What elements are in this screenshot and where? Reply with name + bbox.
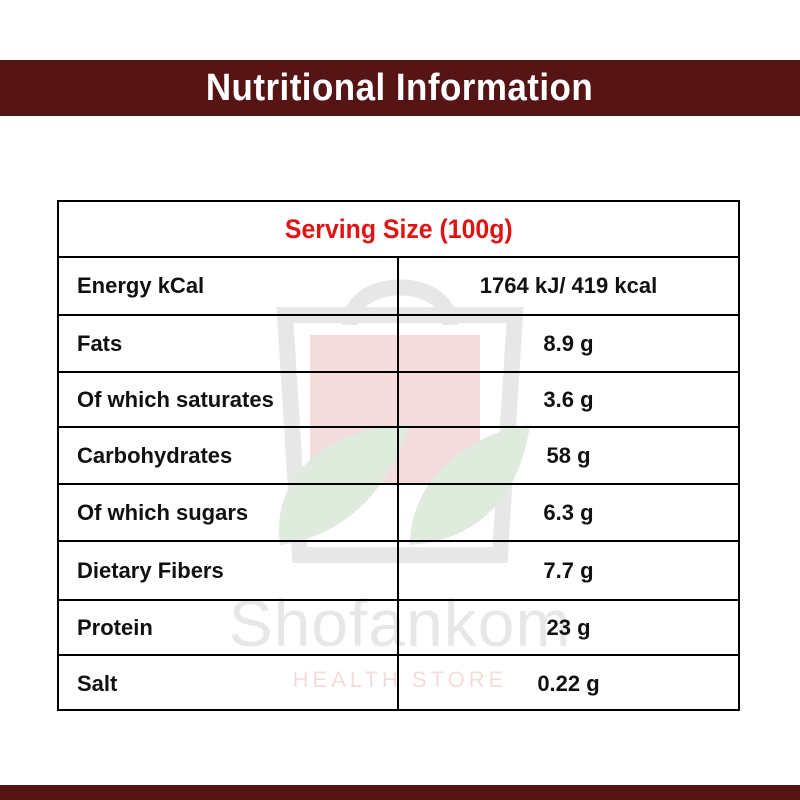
nutrient-label: Energy kCal xyxy=(59,258,399,314)
header-band: Nutritional Information xyxy=(0,60,800,116)
table-row: Carbohydrates 58 g xyxy=(59,428,738,485)
nutrient-label: Of which saturates xyxy=(59,373,399,426)
nutrient-label: Fats xyxy=(59,316,399,371)
table-row: Energy kCal 1764 kJ/ 419 kcal xyxy=(59,258,738,316)
table-row: Of which saturates 3.6 g xyxy=(59,373,738,428)
nutrient-label: Dietary Fibers xyxy=(59,542,399,599)
nutrient-value: 8.9 g xyxy=(543,330,594,356)
nutrient-label: Carbohydrates xyxy=(59,428,399,483)
table-row: Protein 23 g xyxy=(59,601,738,656)
serving-size-label: Serving Size (100g) xyxy=(284,213,513,244)
table-row: Salt 0.22 g xyxy=(59,656,738,711)
nutrient-value: 3.6 g xyxy=(543,386,594,412)
nutrient-label: Of which sugars xyxy=(59,485,399,540)
nutrient-label: Salt xyxy=(59,656,399,711)
serving-size-row: Serving Size (100g) xyxy=(59,202,738,258)
nutrient-value: 0.22 g xyxy=(537,670,600,696)
nutrient-label: Protein xyxy=(59,601,399,654)
nutrient-value: 1764 kJ/ 419 kcal xyxy=(479,273,658,298)
table-row: Of which sugars 6.3 g xyxy=(59,485,738,542)
nutrient-value: 23 g xyxy=(546,614,591,640)
nutrient-value: 7.7 g xyxy=(543,557,594,583)
nutrient-value: 6.3 g xyxy=(543,499,594,525)
footer-band xyxy=(0,785,800,800)
table-row: Fats 8.9 g xyxy=(59,316,738,373)
nutrition-table: Serving Size (100g) Energy kCal 1764 kJ/… xyxy=(57,200,740,711)
table-row: Dietary Fibers 7.7 g xyxy=(59,542,738,601)
nutrient-value: 58 g xyxy=(546,442,591,468)
page-title: Nutritional Information xyxy=(206,66,594,109)
